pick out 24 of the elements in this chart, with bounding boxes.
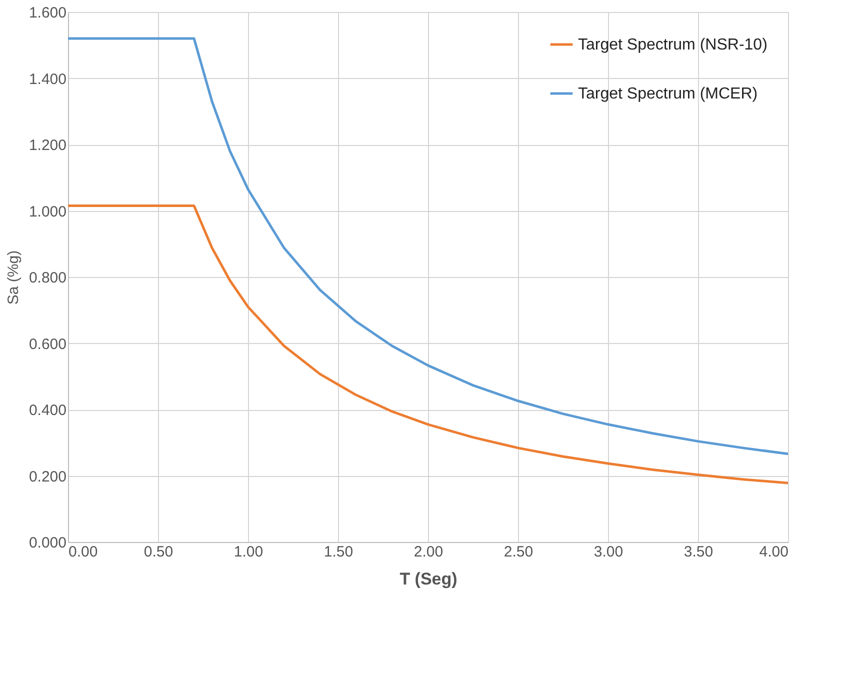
y-tick-label: 1.000: [28, 203, 66, 220]
y-tick-label: 0.000: [28, 534, 66, 552]
x-axis-title: T (Seg): [400, 570, 458, 588]
y-tick-label: 0.600: [28, 336, 66, 353]
line-series: [66, 37, 790, 456]
legend-label: Target Spectrum (NSR-10): [578, 36, 768, 54]
x-tick-label: 1.00: [234, 544, 264, 560]
legend-label: Target Spectrum (MCER): [578, 86, 758, 102]
x-tick-label: 2.00: [414, 544, 444, 560]
y-tick-label: 0.400: [28, 402, 66, 419]
x-tick-label: 0.50: [144, 544, 174, 560]
y-tick-label: 1.400: [28, 70, 66, 88]
y-tick-label: 0.200: [28, 468, 66, 486]
y-tick-label: 0.800: [28, 270, 66, 286]
x-tick-label: 3.00: [594, 544, 624, 560]
y-tick-label: 1.600: [28, 4, 66, 22]
x-tick-label: 2.50: [504, 544, 534, 560]
x-tick-label: 4.00: [759, 544, 788, 560]
x-tick-label: 0.00: [68, 544, 98, 560]
line-series: [66, 204, 790, 484]
y-axis-title: Sa (%g): [4, 250, 22, 305]
x-tick-label: 1.50: [324, 544, 354, 560]
y-tick-label: 1.200: [28, 137, 66, 154]
x-tick-label: 3.50: [684, 544, 714, 560]
